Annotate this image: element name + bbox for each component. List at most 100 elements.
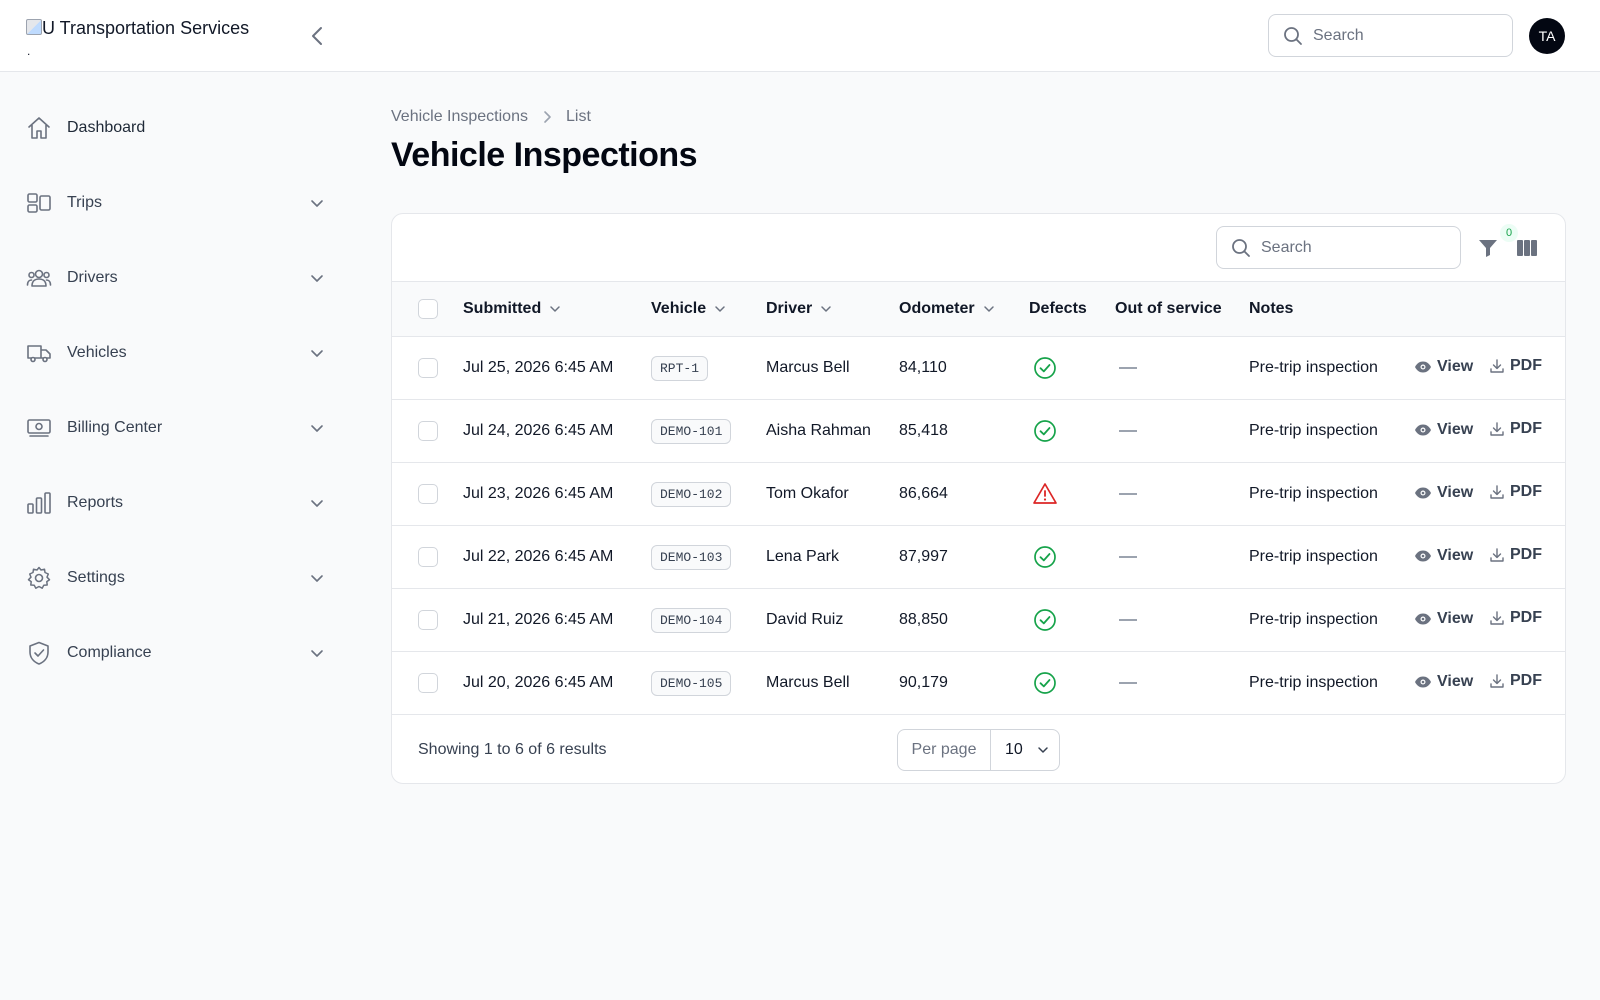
table-row[interactable]: Jul 23, 2026 6:45 AM DEMO-102 Tom Okafor… xyxy=(392,463,1565,526)
view-button[interactable]: View xyxy=(1414,421,1473,439)
row-checkbox[interactable] xyxy=(418,421,438,441)
cell-submitted: Jul 23, 2026 6:45 AM xyxy=(463,485,614,502)
chevron-left-icon xyxy=(312,27,322,45)
chevron-down-icon xyxy=(310,271,324,285)
chevron-down-icon xyxy=(715,306,725,312)
table-row[interactable]: Jul 25, 2026 6:45 AM RPT-1 Marcus Bell 8… xyxy=(392,337,1565,400)
sidebar-item-reports[interactable]: Reports xyxy=(26,483,328,523)
pdf-download-button[interactable]: PDF xyxy=(1489,483,1542,501)
pdf-download-button[interactable]: PDF xyxy=(1489,672,1542,690)
chevron-down-icon xyxy=(821,306,831,312)
logo[interactable]: U Transportation Services . xyxy=(26,18,250,58)
filter-button[interactable] xyxy=(1477,237,1499,259)
breadcrumb-current: List xyxy=(565,108,591,125)
per-page-value: 10 xyxy=(1005,741,1023,758)
columns-toggle-button[interactable] xyxy=(1516,237,1538,259)
cell-odometer: 88,850 xyxy=(899,611,948,628)
sidebar-item-vehicles[interactable]: Vehicles xyxy=(26,333,328,373)
search-icon xyxy=(1284,26,1302,45)
vehicle-badge: DEMO-101 xyxy=(651,418,732,444)
cell-odometer: 90,179 xyxy=(899,674,948,691)
cell-submitted: Jul 20, 2026 6:45 AM xyxy=(463,674,614,691)
pdf-label: PDF xyxy=(1510,609,1542,626)
row-checkbox[interactable] xyxy=(418,358,438,378)
sidebar-item-compliance[interactable]: Compliance xyxy=(26,633,328,673)
sort-odometer[interactable]: Odometer xyxy=(899,300,995,318)
sidebar-item-trips[interactable]: Trips xyxy=(26,183,328,223)
row-checkbox[interactable] xyxy=(418,610,438,630)
sidebar-item-drivers[interactable]: Drivers xyxy=(26,258,328,298)
global-search[interactable] xyxy=(1268,14,1513,57)
check-circle-icon xyxy=(1032,670,1058,696)
cell-notes: Pre-trip inspection xyxy=(1249,422,1378,439)
users-icon xyxy=(26,265,52,291)
table-search-input[interactable] xyxy=(1261,238,1431,257)
vehicle-badge: DEMO-102 xyxy=(651,481,732,507)
sidebar-item-settings[interactable]: Settings xyxy=(26,558,328,598)
column-header-out-of-service: Out of service xyxy=(1115,300,1222,317)
cell-odometer: 86,664 xyxy=(899,485,948,502)
sidebar-item-dashboard[interactable]: Dashboard xyxy=(26,108,328,148)
out-of-service-empty xyxy=(1119,366,1137,369)
cell-driver: Lena Park xyxy=(766,548,839,565)
vehicle-badge: RPT-1 xyxy=(651,355,709,381)
cell-notes: Pre-trip inspection xyxy=(1249,611,1378,628)
eye-icon xyxy=(1415,424,1431,435)
logo-alt-text: U Transportation Services xyxy=(42,18,250,38)
row-checkbox[interactable] xyxy=(418,547,438,567)
download-icon xyxy=(1490,674,1504,688)
check-circle-icon xyxy=(1032,607,1058,633)
breadcrumb-parent-link[interactable]: Vehicle Inspections xyxy=(391,108,528,125)
sidebar-item-label: Compliance xyxy=(67,644,152,661)
cell-notes: Pre-trip inspection xyxy=(1249,674,1378,691)
home-icon xyxy=(26,115,52,141)
out-of-service-empty xyxy=(1119,555,1137,558)
view-button[interactable]: View xyxy=(1414,358,1473,376)
table-row[interactable]: Jul 20, 2026 6:45 AM DEMO-105 Marcus Bel… xyxy=(392,652,1565,715)
view-button[interactable]: View xyxy=(1414,484,1473,502)
sidebar-item-label: Drivers xyxy=(67,269,118,286)
table-row[interactable]: Jul 21, 2026 6:45 AM DEMO-104 David Ruiz… xyxy=(392,589,1565,652)
view-button[interactable]: View xyxy=(1414,610,1473,628)
table-row[interactable]: Jul 24, 2026 6:45 AM DEMO-101 Aisha Rahm… xyxy=(392,400,1565,463)
sidebar-item-label: Reports xyxy=(67,494,124,511)
download-icon xyxy=(1490,422,1504,436)
chevron-down-icon xyxy=(310,496,324,510)
sort-driver[interactable]: Driver xyxy=(766,300,832,318)
results-summary: Showing 1 to 6 of 6 results xyxy=(418,741,607,758)
chevron-down-icon xyxy=(310,196,324,210)
sort-submitted[interactable]: Submitted xyxy=(463,300,561,318)
view-label: View xyxy=(1437,483,1474,501)
logo-dot: . xyxy=(27,44,31,58)
collapse-sidebar-button[interactable] xyxy=(304,23,330,49)
pdf-download-button[interactable]: PDF xyxy=(1489,357,1542,375)
row-checkbox[interactable] xyxy=(418,484,438,504)
table-search[interactable] xyxy=(1216,226,1461,269)
row-checkbox[interactable] xyxy=(418,673,438,693)
view-button[interactable]: View xyxy=(1414,673,1473,691)
sidebar-item-billing-center[interactable]: Billing Center xyxy=(26,408,328,448)
cell-driver: Tom Okafor xyxy=(766,485,849,502)
column-header-driver: Driver xyxy=(766,300,813,317)
pdf-label: PDF xyxy=(1510,420,1542,437)
cell-submitted: Jul 22, 2026 6:45 AM xyxy=(463,548,614,565)
sort-vehicle[interactable]: Vehicle xyxy=(651,300,726,318)
billing-icon xyxy=(26,415,52,441)
avatar[interactable]: TA xyxy=(1529,18,1565,54)
pdf-download-button[interactable]: PDF xyxy=(1489,420,1542,438)
sidebar-item-label: Dashboard xyxy=(67,119,146,136)
view-button[interactable]: View xyxy=(1414,547,1473,565)
pdf-download-button[interactable]: PDF xyxy=(1489,546,1542,564)
download-icon xyxy=(1490,548,1504,562)
select-all-checkbox[interactable] xyxy=(418,299,438,319)
truck-icon xyxy=(26,340,52,366)
pdf-download-button[interactable]: PDF xyxy=(1489,609,1542,627)
per-page-select[interactable]: 10 xyxy=(991,730,1059,770)
chevron-down-icon xyxy=(310,571,324,585)
global-search-input[interactable] xyxy=(1313,26,1483,45)
table-row[interactable]: Jul 22, 2026 6:45 AM DEMO-103 Lena Park … xyxy=(392,526,1565,589)
per-page-control: Per page 10 xyxy=(897,729,1060,771)
sidebar-item-label: Trips xyxy=(67,194,102,211)
per-page-label: Per page xyxy=(898,730,991,770)
cell-driver: David Ruiz xyxy=(766,611,844,628)
